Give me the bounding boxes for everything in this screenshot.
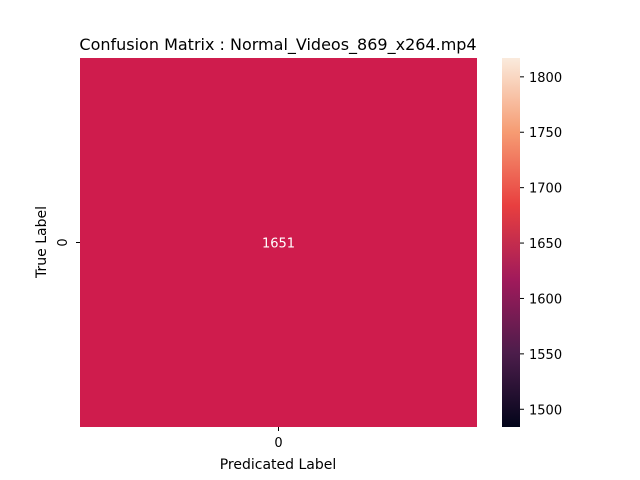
heatmap-area: 1651: [80, 58, 477, 427]
colorbar-tick-label: 1650: [529, 237, 562, 252]
colorbar-tick-label: 1500: [529, 403, 562, 418]
x-axis-label: Predicated Label: [220, 457, 337, 473]
colorbar-ticks: 1500 1550 1600 1650 1700 1750 1800: [520, 71, 562, 418]
x-tick-label: 0: [274, 436, 282, 451]
y-axis-ticks: 0: [56, 238, 80, 247]
heatmap-cell: [80, 58, 477, 427]
colorbar-tick-label: 1800: [529, 71, 562, 86]
colorbar-tick-label: 1700: [529, 182, 562, 197]
colorbar-tick-label: 1600: [529, 292, 562, 307]
y-tick-label: 0: [56, 238, 71, 246]
colorbar-tick-label: 1550: [529, 348, 562, 363]
y-axis-label: True Label: [34, 206, 50, 279]
chart-title: Confusion Matrix : Normal_Videos_869_x26…: [79, 35, 476, 55]
colorbar-tick-label: 1750: [529, 126, 562, 141]
cell-value-label: 1651: [262, 237, 295, 252]
colorbar: [502, 58, 520, 427]
x-axis-ticks: 0: [274, 427, 283, 451]
